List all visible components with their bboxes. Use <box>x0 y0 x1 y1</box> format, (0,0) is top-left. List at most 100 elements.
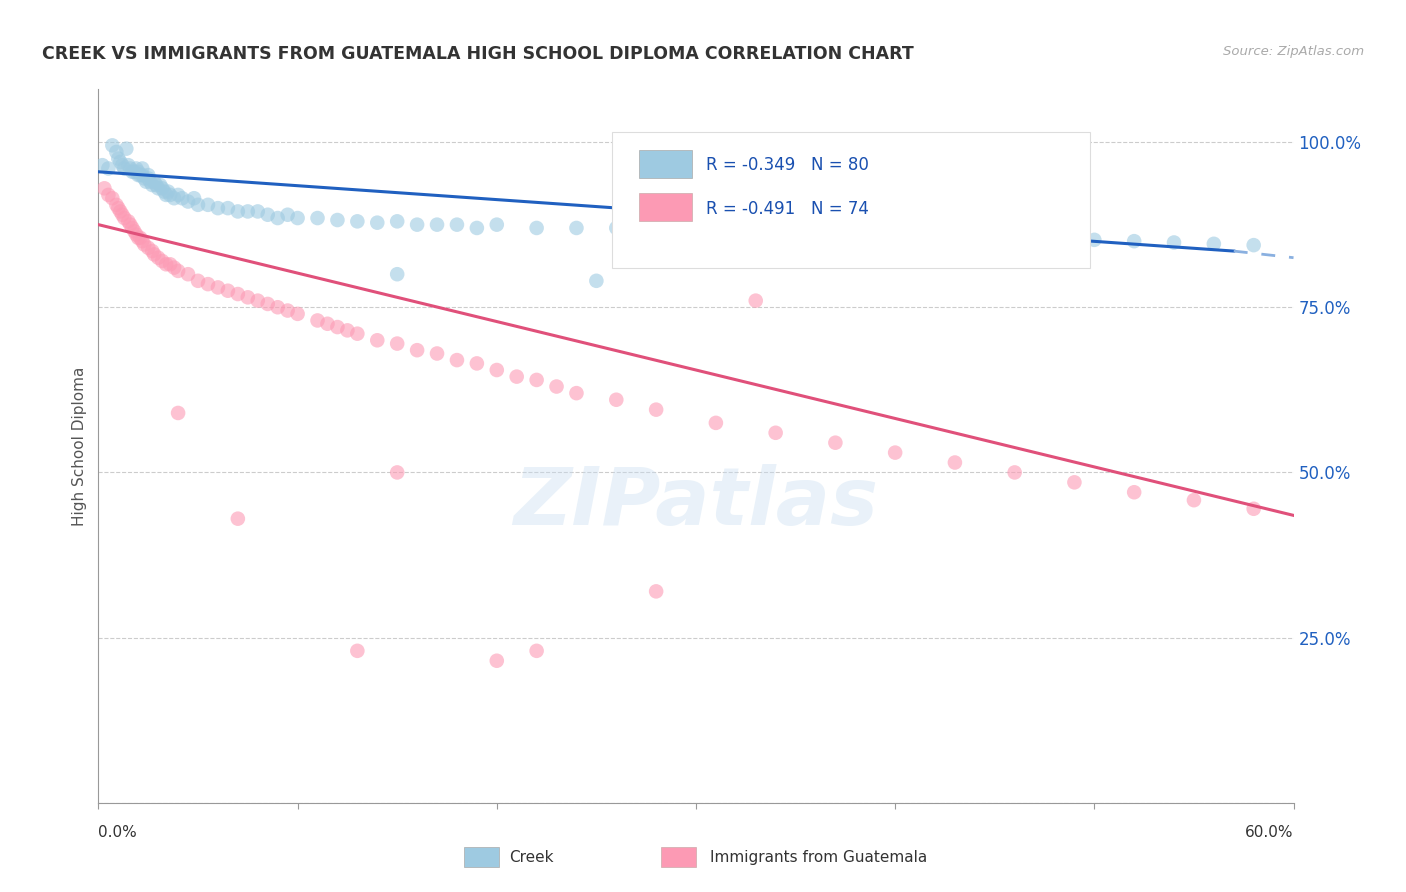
Point <box>307 313 329 327</box>
Point <box>246 293 269 308</box>
Point <box>207 280 229 294</box>
Point <box>406 218 429 232</box>
Point <box>115 142 138 156</box>
Point <box>127 231 149 245</box>
Point <box>366 216 388 230</box>
Point <box>226 287 249 301</box>
Point <box>105 198 128 212</box>
Point <box>124 224 146 238</box>
Point <box>1063 475 1085 490</box>
Point <box>217 201 239 215</box>
Point <box>217 284 239 298</box>
Point <box>366 333 388 347</box>
Point <box>526 373 548 387</box>
Point <box>485 654 508 668</box>
Point <box>167 188 190 202</box>
Point <box>149 178 172 192</box>
Point <box>1004 466 1026 480</box>
Point <box>150 181 173 195</box>
Point <box>277 303 299 318</box>
Point <box>207 201 229 215</box>
Point <box>316 317 339 331</box>
Point <box>824 435 846 450</box>
Point <box>884 445 907 459</box>
Point <box>1123 485 1146 500</box>
Point <box>485 363 508 377</box>
Point <box>485 218 508 232</box>
Point <box>326 320 349 334</box>
Point <box>125 161 148 176</box>
Point <box>143 247 166 261</box>
Point <box>256 297 278 311</box>
Bar <box>638 150 692 178</box>
Text: R = -0.349   N = 80: R = -0.349 N = 80 <box>706 156 869 174</box>
Point <box>157 185 180 199</box>
Point <box>183 191 205 205</box>
Point <box>465 356 488 370</box>
Text: 0.0%: 0.0% <box>98 825 138 840</box>
Point <box>1043 231 1066 245</box>
Point <box>704 416 727 430</box>
Point <box>1243 238 1265 252</box>
Point <box>111 158 134 172</box>
Text: 60.0%: 60.0% <box>1246 825 1294 840</box>
Point <box>163 260 186 275</box>
Point <box>177 267 200 281</box>
Point <box>163 191 186 205</box>
Point <box>97 161 120 176</box>
Point <box>136 168 159 182</box>
Point <box>605 392 627 407</box>
Point <box>112 211 135 225</box>
Point <box>446 218 468 232</box>
Point <box>131 161 153 176</box>
Point <box>426 218 449 232</box>
Point <box>745 293 768 308</box>
Point <box>131 168 153 182</box>
Point <box>765 224 787 238</box>
Point <box>172 191 194 205</box>
Point <box>385 336 409 351</box>
Point <box>565 221 588 235</box>
Point <box>963 230 986 244</box>
Point <box>277 208 299 222</box>
Point <box>236 204 259 219</box>
Text: Creek: Creek <box>509 850 554 864</box>
Point <box>605 221 627 235</box>
Text: R = -0.491   N = 74: R = -0.491 N = 74 <box>706 200 869 218</box>
Point <box>145 178 167 192</box>
Point <box>824 227 846 242</box>
Point <box>110 204 132 219</box>
Point <box>685 224 707 238</box>
Point <box>1163 235 1185 250</box>
Point <box>131 234 153 248</box>
Point <box>155 188 177 202</box>
Point <box>124 165 146 179</box>
Point <box>645 222 668 236</box>
Point <box>135 175 157 189</box>
Point <box>724 224 747 238</box>
Point <box>426 346 449 360</box>
Point <box>565 386 588 401</box>
Point <box>153 185 176 199</box>
Point <box>884 227 907 242</box>
Bar <box>638 193 692 221</box>
Text: CREEK VS IMMIGRANTS FROM GUATEMALA HIGH SCHOOL DIPLOMA CORRELATION CHART: CREEK VS IMMIGRANTS FROM GUATEMALA HIGH … <box>42 45 914 62</box>
Text: Source: ZipAtlas.com: Source: ZipAtlas.com <box>1223 45 1364 58</box>
Point <box>155 257 177 271</box>
Point <box>159 257 181 271</box>
Point <box>107 201 129 215</box>
Point <box>287 307 309 321</box>
Point <box>101 138 124 153</box>
Point <box>187 198 209 212</box>
Point <box>267 300 290 314</box>
Point <box>134 171 156 186</box>
Point <box>121 165 143 179</box>
Point <box>924 228 946 243</box>
Point <box>406 343 429 358</box>
Text: Immigrants from Guatemala: Immigrants from Guatemala <box>710 850 928 864</box>
Point <box>141 178 163 192</box>
Point <box>526 221 548 235</box>
Point <box>129 231 152 245</box>
Point <box>446 353 468 368</box>
Point <box>526 644 548 658</box>
